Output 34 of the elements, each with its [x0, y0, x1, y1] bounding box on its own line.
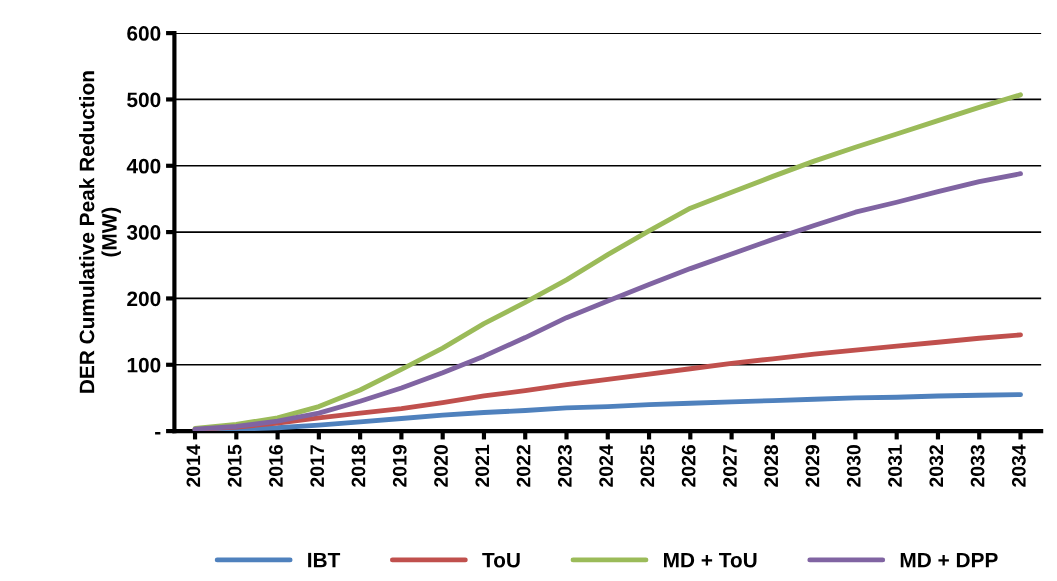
- x-tick-label: 2020: [434, 445, 448, 487]
- x-tick-label: 2032: [929, 445, 944, 487]
- x-tick-label: 2021: [475, 444, 490, 487]
- legend-label: MD + DPP: [900, 552, 998, 568]
- x-tick-label: 2034: [1011, 444, 1026, 487]
- legend-label: IBT: [308, 552, 341, 568]
- x-tick-label: 2027: [723, 445, 737, 487]
- x-tick-label: 2015: [227, 444, 242, 487]
- y-tick-label: 200: [127, 291, 161, 307]
- x-tick-label: 2016: [269, 444, 283, 487]
- x-tick-label: 2026: [681, 444, 696, 487]
- y-tick-label: 300: [126, 225, 161, 240]
- legend-label: ToU: [482, 552, 520, 568]
- y-axis-title: DER Cumulative Peak Reduction (MW): [79, 71, 121, 393]
- x-tick-label: 2022: [516, 445, 531, 487]
- legend-label: MD + ToU: [664, 552, 757, 568]
- x-tick-label: 2033: [970, 444, 985, 487]
- x-tick-label: 2029: [805, 445, 820, 487]
- x-tick-label: 2025: [640, 444, 655, 487]
- y-tick-label: -: [155, 432, 161, 435]
- y-tick-label: 100: [127, 357, 161, 373]
- x-tick-label: 2018: [351, 444, 366, 487]
- line-series: [192, 171, 1023, 432]
- x-tick-label: 2031: [888, 444, 902, 487]
- x-tick-label: 2030: [846, 445, 861, 487]
- x-tick-label: 2017: [310, 445, 325, 487]
- x-tick-label: 2019: [392, 445, 407, 487]
- x-tick-label: 2023: [557, 444, 572, 487]
- y-tick-label: 600: [127, 26, 161, 41]
- x-tick-label: 2024: [599, 444, 613, 487]
- y-tick-label: 400: [126, 158, 161, 174]
- y-tick-label: 500: [127, 92, 161, 108]
- x-tick-label: 2014: [186, 444, 201, 487]
- x-tick-label: 2028: [764, 444, 779, 487]
